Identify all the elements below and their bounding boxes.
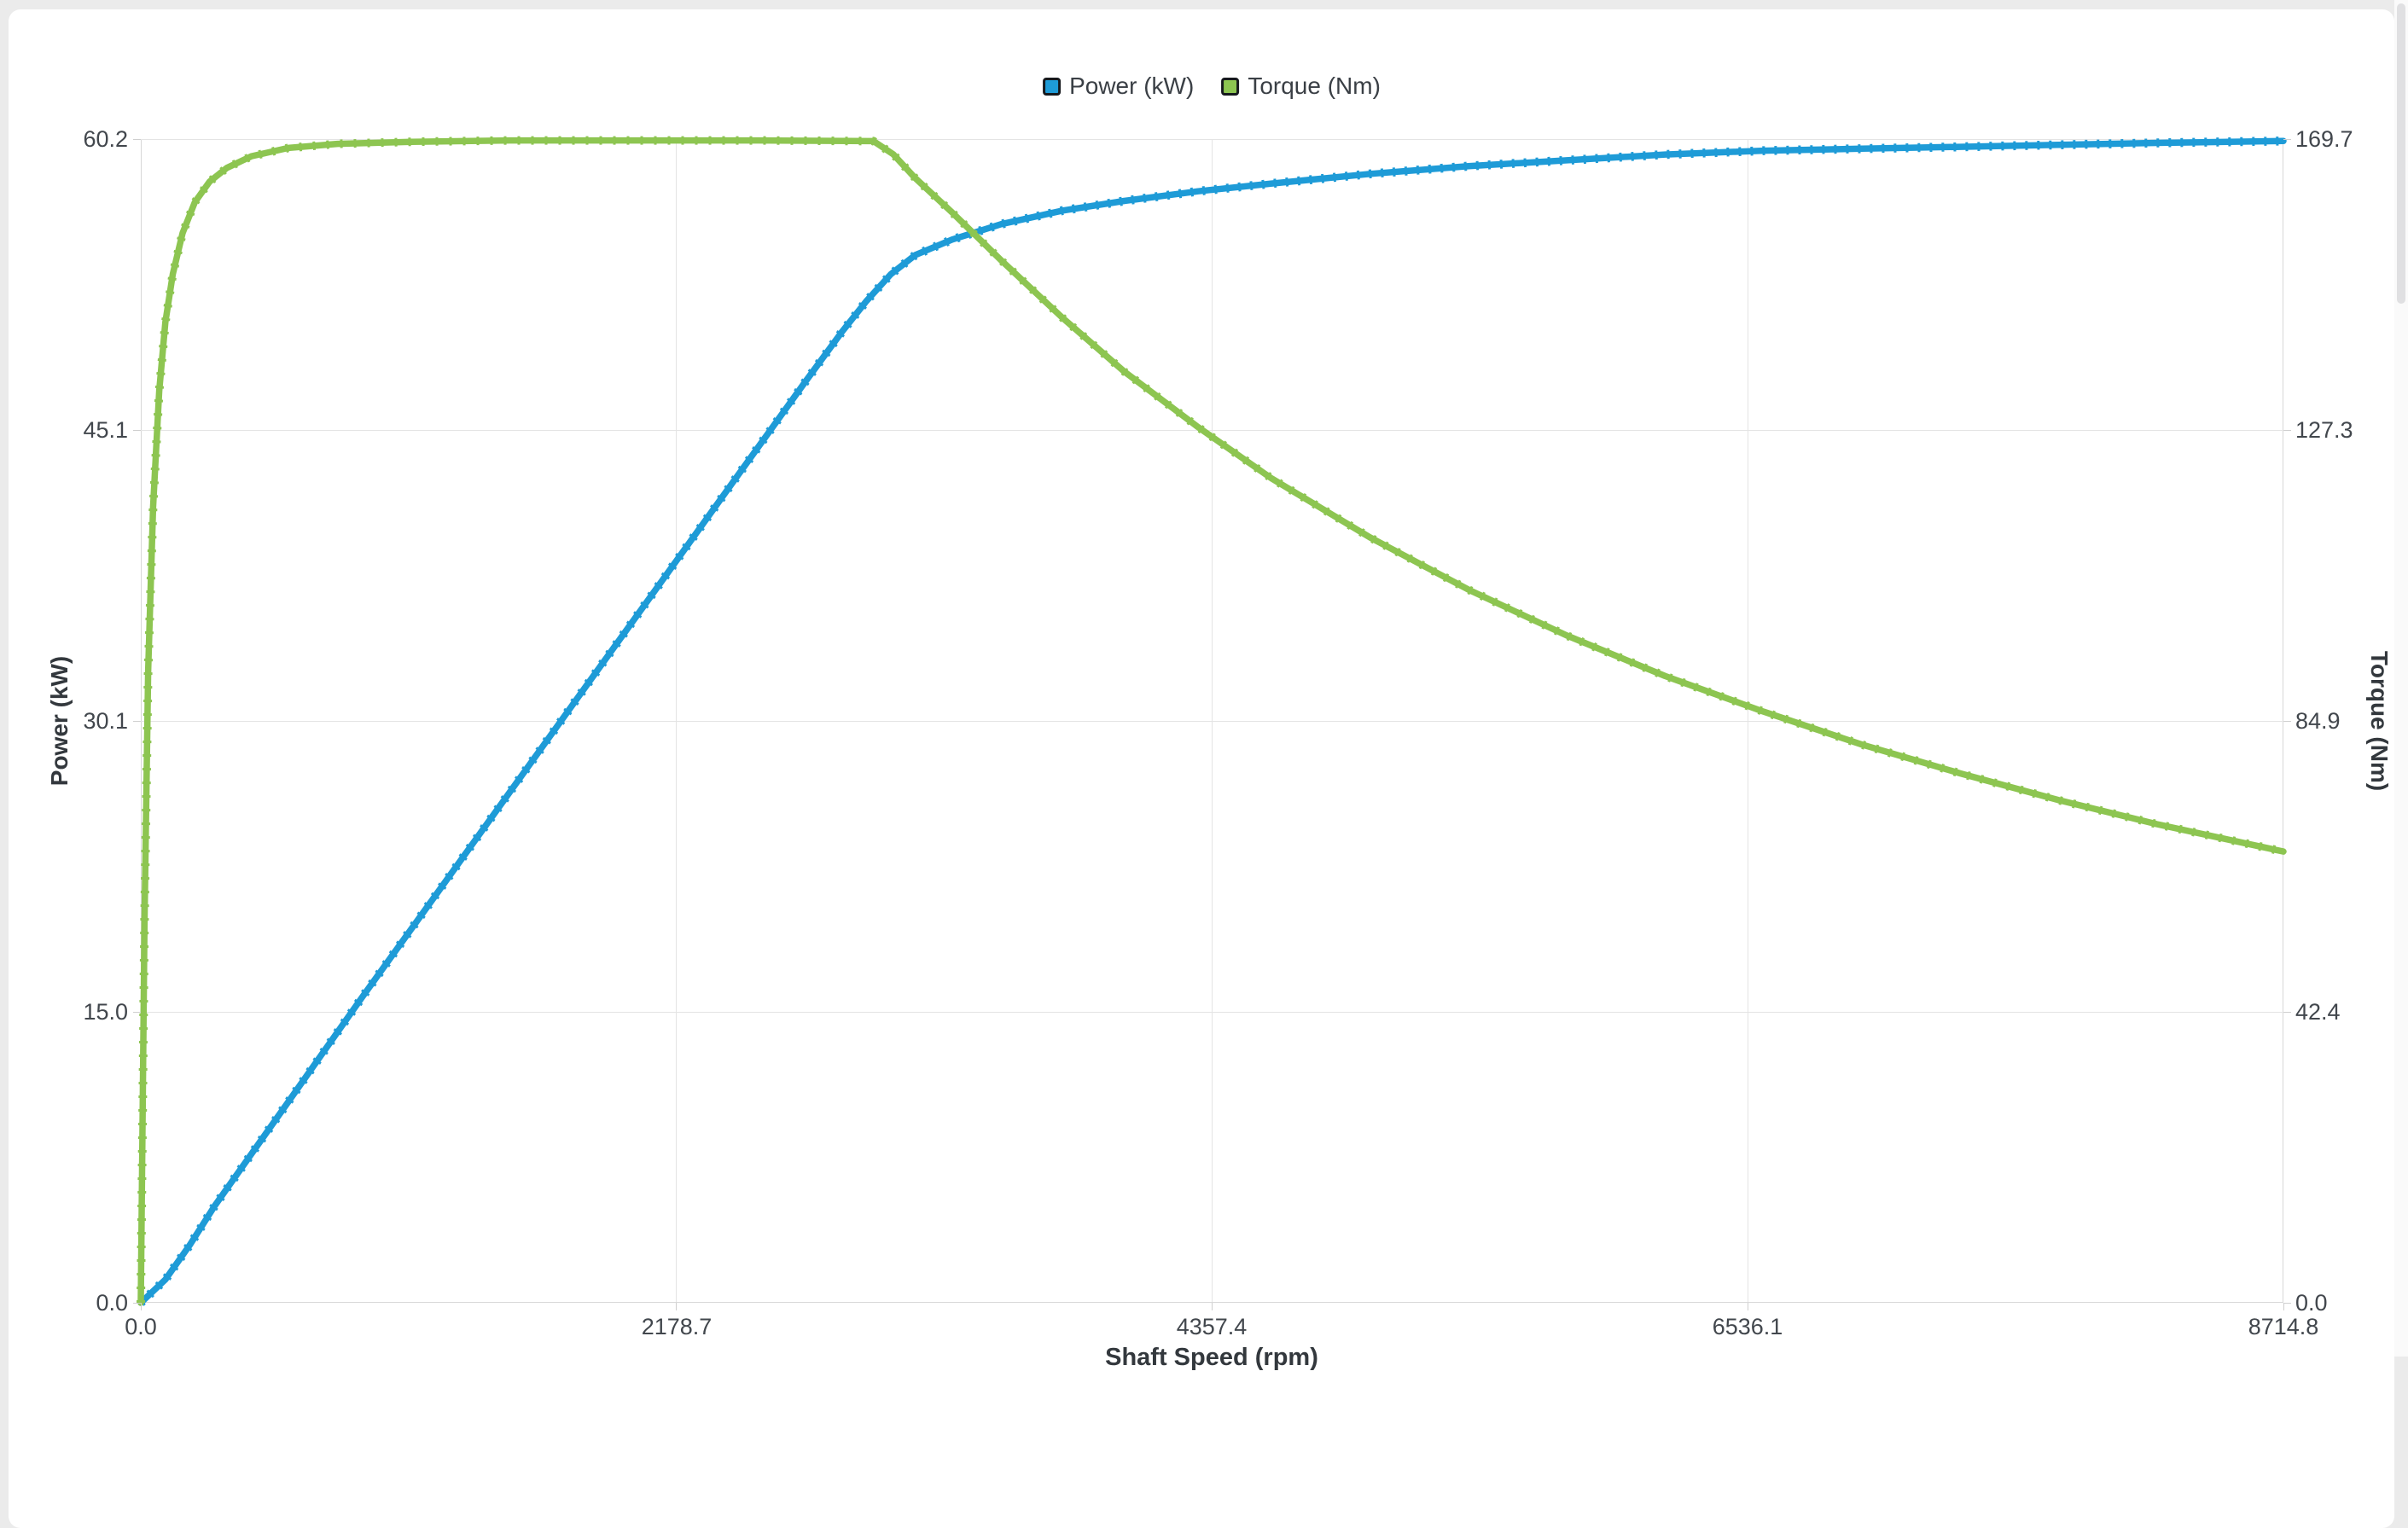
y-right-tick [2283, 139, 2291, 140]
torque-series-line [137, 137, 2287, 1306]
power-legend-label: Power (kW) [1069, 73, 1195, 99]
y-right-tick-label: 169.7 [2295, 126, 2353, 152]
y-right-tick-label: 84.9 [2295, 708, 2341, 734]
y-left-tick-label: 60.2 [83, 126, 128, 152]
y-right-tick [2283, 1012, 2291, 1013]
x-tick-label: 2178.7 [641, 1314, 713, 1339]
x-axis-title: Shaft Speed (rpm) [1105, 1344, 1318, 1371]
legend-item-torque[interactable]: Torque (Nm) [1221, 74, 1381, 98]
y-left-tick [133, 430, 141, 431]
chart-card: Power (kW) Torque (Nm) [9, 9, 2394, 1528]
x-tick [141, 1303, 142, 1310]
legend-item-power[interactable]: Power (kW) [1043, 74, 1194, 98]
y-left-tick [133, 1303, 141, 1304]
x-tick [676, 1303, 677, 1310]
torque-series-markers [137, 136, 2285, 1304]
y-right-tick [2283, 1303, 2291, 1304]
power-legend-swatch-icon [1043, 77, 1061, 96]
gridline-horizontal [141, 721, 2283, 722]
scrollbar-track[interactable] [2394, 0, 2408, 1357]
gridline-horizontal [141, 1012, 2283, 1013]
x-tick-label: 0.0 [125, 1314, 157, 1339]
y-right-tick-label: 127.3 [2295, 417, 2353, 443]
y-right-tick [2283, 430, 2291, 431]
chart-legend: Power (kW) Torque (Nm) [1043, 74, 1381, 98]
x-tick-label: 6536.1 [1712, 1314, 1783, 1339]
chart-canvas[interactable] [137, 136, 2287, 1306]
y-right-tick-label: 42.4 [2295, 999, 2341, 1025]
power-series-line [137, 137, 2287, 1306]
gridline-horizontal [141, 139, 2283, 140]
x-tick [1212, 1303, 1213, 1310]
y-right-tick [2283, 721, 2291, 722]
power-series-markers [137, 137, 2284, 1306]
y-left-tick-label: 45.1 [83, 417, 128, 443]
gridline-horizontal [141, 430, 2283, 431]
y-left-tick [133, 139, 141, 140]
y-left-tick [133, 721, 141, 722]
x-tick-label: 4357.4 [1176, 1314, 1248, 1339]
y-left-axis-title: Power (kW) [46, 655, 73, 787]
torque-legend-label: Torque (Nm) [1248, 73, 1381, 99]
page: { "page": { "background": "#ebebeb", "ca… [9, 0, 2408, 1528]
y-left-tick [133, 1012, 141, 1013]
scrollbar-thumb[interactable] [2397, 3, 2405, 304]
plot-area[interactable] [137, 136, 2287, 1306]
x-axis-line [141, 1302, 2283, 1303]
x-tick-label: 8714.8 [2248, 1314, 2319, 1339]
x-tick [2283, 1303, 2284, 1310]
y-right-axis-title: Torque (Nm) [2366, 650, 2393, 792]
y-right-tick-label: 0.0 [2295, 1290, 2328, 1316]
y-left-tick-label: 0.0 [96, 1290, 128, 1316]
y-left-tick-label: 30.1 [83, 708, 128, 734]
torque-legend-swatch-icon [1221, 77, 1240, 96]
y-left-tick-label: 15.0 [83, 999, 128, 1025]
